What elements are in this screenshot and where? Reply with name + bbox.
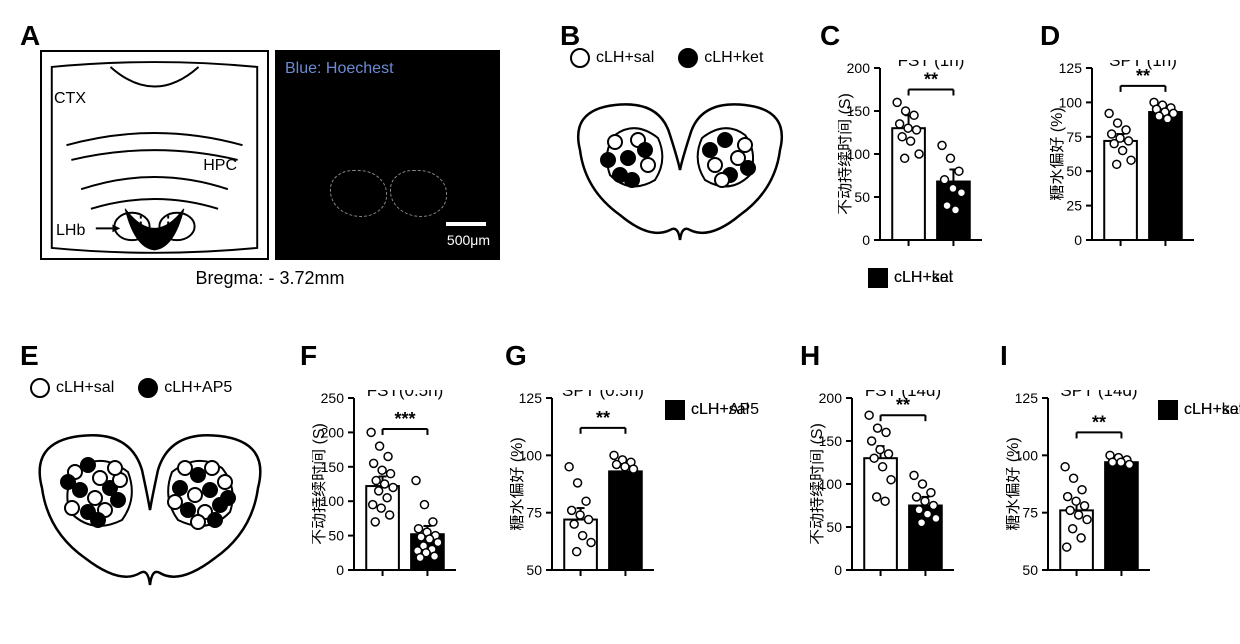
legend-I-ket: cLH+ket [1158, 400, 1240, 420]
habenula-svg-E [20, 410, 280, 605]
chart-G: SPT (0.5h)5075100125糖水偏好 (%)** [510, 390, 660, 610]
chart-C: FST (1h)050100150200不动持续时间 (S)** [838, 60, 988, 280]
lhb-outline-right [390, 170, 447, 217]
legend-CD-ket-text: cLH+ket [894, 269, 953, 287]
panel-label-I: I [1000, 340, 1008, 372]
svg-text:0: 0 [834, 562, 842, 578]
svg-text:**: ** [596, 408, 610, 428]
chart-D: SPT (1h)0255075100125糖水偏好 (%)** [1050, 60, 1200, 280]
micrograph: Blue: Hoechest 500μm [275, 50, 500, 260]
bregma-caption: Bregma: - 3.72mm [120, 268, 420, 289]
svg-text:75: 75 [526, 505, 542, 521]
svg-text:50: 50 [826, 519, 842, 535]
svg-text:糖水偏好 (%): 糖水偏好 (%) [1050, 107, 1066, 200]
svg-text:不动持续时间 (S): 不动持续时间 (S) [312, 423, 328, 545]
svg-text:**: ** [924, 70, 938, 90]
hoechst-label: Blue: Hoechest [285, 60, 394, 78]
svg-text:25: 25 [1066, 198, 1082, 214]
hpc-label: HPC [203, 157, 237, 175]
svg-text:75: 75 [1022, 505, 1038, 521]
scale-bar [446, 222, 486, 226]
svg-text:SPT (14d): SPT (14d) [1060, 390, 1137, 400]
svg-text:200: 200 [819, 390, 843, 406]
svg-text:***: *** [394, 409, 415, 429]
legend-G-ap5: cLH+AP5 [665, 400, 759, 420]
habenula-svg-B [560, 80, 800, 260]
figure-root: A B C D E F G H I CTX HPC [0, 0, 1240, 644]
lhb-label: LHb [56, 222, 85, 240]
panel-label-D: D [1040, 20, 1060, 52]
legend-G-ap5-text: cLH+AP5 [691, 401, 759, 419]
ctx-label: CTX [54, 90, 86, 108]
svg-text:50: 50 [526, 562, 542, 578]
panel-label-A: A [20, 20, 40, 52]
panel-label-H: H [800, 340, 820, 372]
svg-text:不动持续时间 (S): 不动持续时间 (S) [838, 93, 854, 215]
scale-label: 500μm [447, 232, 490, 248]
svg-text:糖水偏好 (%): 糖水偏好 (%) [510, 437, 526, 530]
legend-ket-B-text: cLH+ket [704, 49, 763, 67]
panel-E-legend: cLH+sal cLH+AP5 [30, 378, 232, 398]
chart-I: SPT (14d)5075100125糖水偏好 (%)** [1006, 390, 1156, 610]
svg-text:FST(0.5h): FST(0.5h) [367, 390, 444, 400]
legend-sal-B: cLH+sal [570, 48, 654, 68]
brain-schematic: CTX HPC LHb [40, 50, 269, 260]
panel-label-G: G [505, 340, 527, 372]
svg-text:糖水偏好 (%): 糖水偏好 (%) [1006, 437, 1022, 530]
svg-text:125: 125 [1059, 60, 1083, 76]
panel-label-C: C [820, 20, 840, 52]
panel-label-F: F [300, 340, 317, 372]
legend-ket-B: cLH+ket [678, 48, 763, 68]
svg-text:50: 50 [1022, 562, 1038, 578]
svg-text:200: 200 [847, 60, 871, 76]
svg-text:0: 0 [1074, 232, 1082, 248]
svg-text:SPT (0.5h): SPT (0.5h) [562, 390, 644, 400]
svg-text:FST (1h): FST (1h) [898, 60, 965, 70]
svg-text:50: 50 [328, 528, 344, 544]
chart-F: FST(0.5h)050100150200250不动持续时间 (S)*** [312, 390, 462, 610]
legend-sal-E: cLH+sal [30, 378, 114, 398]
legend-sal-E-text: cLH+sal [56, 379, 114, 397]
legend-ap5-E: cLH+AP5 [138, 378, 232, 398]
legend-ap5-E-text: cLH+AP5 [164, 379, 232, 397]
svg-text:不动持续时间 (S): 不动持续时间 (S) [810, 423, 826, 545]
svg-text:125: 125 [519, 390, 543, 406]
svg-text:0: 0 [862, 232, 870, 248]
legend-CD-ket: cLH+ket [868, 268, 953, 288]
svg-text:50: 50 [1066, 163, 1082, 179]
legend-sal-B-text: cLH+sal [596, 49, 654, 67]
svg-text:75: 75 [1066, 129, 1082, 145]
panel-B-diagram [560, 80, 800, 260]
panel-A: CTX HPC LHb Blue: Hoechest 500μm [40, 50, 500, 260]
svg-text:**: ** [1136, 66, 1150, 86]
svg-text:0: 0 [336, 562, 344, 578]
panel-E-diagram [20, 410, 280, 605]
chart-H: FST (14d)050100150200不动持续时间 (S)** [810, 390, 960, 610]
svg-text:**: ** [1092, 412, 1106, 432]
svg-text:250: 250 [321, 390, 345, 406]
svg-text:**: ** [896, 395, 910, 415]
legend-I-ket-text: cLH+ket [1184, 401, 1240, 419]
lhb-outline-left [330, 170, 387, 217]
panel-label-E: E [20, 340, 39, 372]
svg-text:125: 125 [1015, 390, 1039, 406]
panel-B-legend: cLH+sal cLH+ket [570, 48, 763, 68]
svg-text:50: 50 [854, 189, 870, 205]
